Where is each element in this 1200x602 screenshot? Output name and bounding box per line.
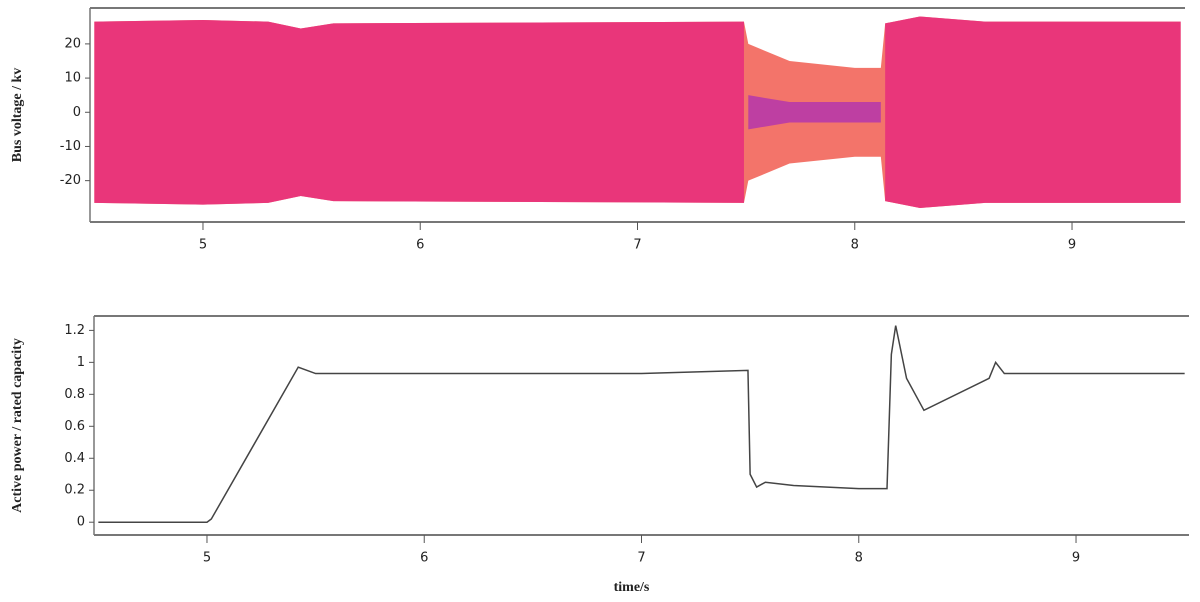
y-tick-label: 1.2: [64, 323, 85, 338]
y-tick-label: -20: [60, 173, 81, 188]
y-tick-label: 1: [77, 355, 85, 370]
x-tick-label: 5: [203, 551, 211, 566]
x-tick-label: 8: [851, 238, 859, 253]
voltage-band: [94, 19, 744, 205]
voltage-band: [885, 16, 1181, 208]
y-tick-label: 0.4: [64, 451, 85, 466]
y-tick-label: -10: [60, 139, 81, 154]
y-axis-label: Active power / rated capacity: [10, 338, 25, 513]
x-axis-label: time/s: [614, 580, 650, 595]
x-tick-label: 9: [1068, 238, 1076, 253]
y-tick-label: 0.2: [64, 483, 85, 498]
x-tick-label: 7: [633, 238, 641, 253]
x-tick-label: 7: [637, 551, 645, 566]
voltage-band: [748, 95, 881, 130]
y-tick-label: 10: [64, 71, 81, 86]
y-tick-label: 0.6: [64, 419, 85, 434]
power-line: [98, 325, 1185, 523]
y-tick-label: 20: [64, 36, 81, 51]
y-tick-label: 0.8: [64, 387, 85, 402]
y-tick-label: 0: [73, 105, 81, 120]
x-tick-label: 5: [199, 238, 207, 253]
x-tick-label: 6: [416, 238, 424, 253]
x-tick-label: 8: [855, 551, 863, 566]
x-tick-label: 6: [420, 551, 428, 566]
y-tick-label: 0: [77, 515, 85, 530]
x-tick-label: 9: [1072, 551, 1080, 566]
y-axis-label: Bus voltage / kv: [10, 68, 25, 163]
